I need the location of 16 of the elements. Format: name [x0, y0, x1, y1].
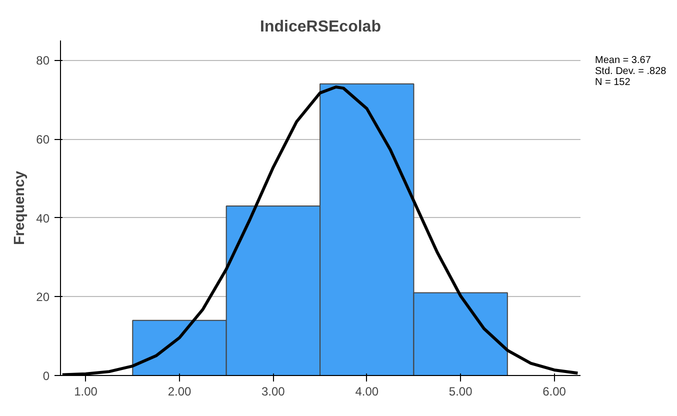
y-tick-label: 20	[36, 290, 50, 304]
x-tick-label: 4.00	[355, 384, 379, 398]
y-axis-title: Frequency	[12, 170, 28, 246]
y-tick-label: 80	[36, 54, 50, 68]
x-tick-label: 6.00	[542, 384, 566, 398]
y-tick-label: 0	[42, 369, 50, 383]
x-tick-label: 5.00	[448, 384, 473, 398]
chart-title: IndiceRSEcolab	[260, 18, 382, 36]
text: Mean = 3.67	[595, 55, 651, 66]
y-tick-label: 60	[36, 132, 50, 147]
x-tick-label: 3.00	[262, 384, 286, 398]
x-tick-label: 1.00	[74, 384, 98, 398]
text: N = 152	[595, 77, 630, 88]
text: Std. Dev. = .828	[595, 66, 666, 77]
y-tick-label: 40	[36, 211, 50, 226]
x-tick-label: 2.00	[168, 384, 192, 398]
